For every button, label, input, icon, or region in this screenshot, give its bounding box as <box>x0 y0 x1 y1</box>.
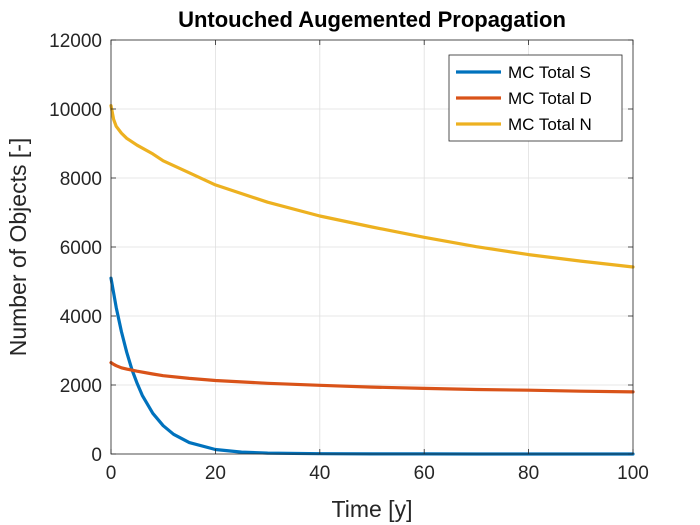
y-tick-label: 8000 <box>60 169 102 190</box>
x-tick-label: 100 <box>617 463 649 484</box>
x-tick-label: 20 <box>205 463 226 484</box>
series-line-mc-total-n <box>109 103 635 269</box>
x-tick-label: 80 <box>518 463 539 484</box>
x-tick-label: 40 <box>309 463 330 484</box>
x-tick-label: 0 <box>106 463 117 484</box>
legend-entry-label: MC Total N <box>508 115 592 134</box>
series-line-mc-total-d <box>109 361 635 394</box>
chart-title: Untouched Augemented Propagation <box>178 7 566 32</box>
x-axis-label: Time [y] <box>332 496 413 522</box>
legend-entry-label: MC Total S <box>508 63 591 82</box>
y-tick-label: 6000 <box>60 238 102 259</box>
y-tick-label: 2000 <box>60 376 102 397</box>
y-tick-label: 4000 <box>60 307 102 328</box>
y-tick-label: 12000 <box>49 31 102 52</box>
legend-entry-label: MC Total D <box>508 89 592 108</box>
y-tick-label: 10000 <box>49 100 102 121</box>
axis-ticks: 0 20 40 60 80 100 0 2000 4000 6000 8000 10000 12000 <box>49 31 649 484</box>
y-tick-label: 0 <box>91 445 102 466</box>
grid-lines <box>110 39 634 455</box>
legend: MC Total S MC Total D MC Total N <box>448 54 623 142</box>
x-tick-label: 60 <box>414 463 435 484</box>
y-axis-label: Number of Objects [-] <box>5 138 31 357</box>
